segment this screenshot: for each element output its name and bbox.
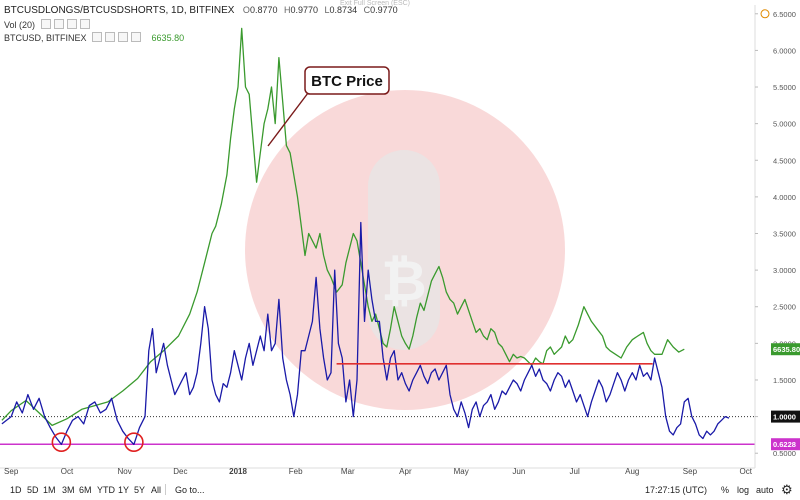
settings-icon[interactable] <box>105 32 116 42</box>
y-tick-label: 5.5000 <box>773 83 796 92</box>
auto-toggle[interactable]: auto <box>756 485 774 495</box>
bitcoin-watermark-icon: ₿ <box>245 90 565 410</box>
more-icon[interactable] <box>131 32 142 42</box>
watermark-bullet <box>368 150 440 350</box>
x-tick-label: 2018 <box>229 467 247 476</box>
range-button-1d[interactable]: 1D <box>10 485 22 495</box>
y-tick-label: 6.0000 <box>773 46 796 55</box>
y-tick-label: 3.0000 <box>773 266 796 275</box>
longs-shorts-ratio-line <box>1 221 730 446</box>
right-price-axis[interactable]: 6.5000 6.0000 5.5000 5.0000 4.5000 4.0000 3.50… <box>754 5 796 468</box>
bottom-toolbar: 1D 5D 1M 3M 6M YTD 1Y 5Y All Go to... 17:27:15 (… <box>0 480 800 500</box>
ohlc-high: 0.9770 <box>290 5 319 15</box>
range-button-3m[interactable]: 3M <box>62 485 75 495</box>
range-button-5d[interactable]: 5D <box>27 485 39 495</box>
y-tick-label: 5.0000 <box>773 120 796 129</box>
range-button-1y[interactable]: 1Y <box>118 485 130 495</box>
close-icon[interactable] <box>66 19 77 29</box>
percent-toggle[interactable]: % <box>721 485 730 495</box>
btc-price-line <box>1 27 685 427</box>
axis-badges: 6635.80 1.0000 0.6228 <box>771 343 800 451</box>
volume-label: Vol (20) <box>4 20 36 30</box>
y-tick-label: 4.5000 <box>773 156 796 165</box>
y-tick-label: 2.5000 <box>773 303 796 312</box>
x-tick-label: Aug <box>625 467 639 476</box>
symbol-legend: BTCUSDLONGS/BTCUSDSHORTS, 1D, BITFINEX O… <box>4 5 398 16</box>
currency-icon <box>760 9 770 19</box>
log-toggle[interactable]: log <box>737 485 750 495</box>
x-axis: Sep Oct Nov Dec 2018 Feb Mar Apr May Jun Jul Aug Sep… <box>0 467 755 476</box>
x-tick-label: Feb <box>289 467 303 476</box>
series-layer <box>1 27 730 446</box>
price-badge-label: 1.0000 <box>773 413 796 422</box>
reference-lines <box>0 416 755 445</box>
range-button-1m[interactable]: 1M <box>43 485 56 495</box>
x-tick-label: Jun <box>512 467 525 476</box>
y-tick-label: 4.0000 <box>773 193 796 202</box>
x-tick-label: Dec <box>173 467 187 476</box>
y-tick-label: 1.5000 <box>773 376 796 385</box>
annotations: BTC Price <box>51 66 653 453</box>
exit-fullscreen-label[interactable]: Exit Full Screen (ESC) <box>340 0 411 7</box>
x-tick-label: Sep <box>683 467 698 476</box>
eye-icon[interactable] <box>92 32 103 42</box>
toolbar-divider <box>165 484 166 495</box>
more-icon[interactable] <box>79 19 90 29</box>
y-tick-label: 3.5000 <box>773 230 796 239</box>
callout-label: BTC Price <box>311 73 383 90</box>
range-button-6m[interactable]: 6M <box>79 485 92 495</box>
ohlc-open: 0.8770 <box>249 5 278 15</box>
x-tick-label: May <box>454 467 469 476</box>
price-badge-label: 6635.80 <box>773 345 800 354</box>
gear-icon[interactable]: ⚙ <box>781 482 793 497</box>
clock-label: 17:27:15 (UTC) <box>645 485 708 495</box>
price-badge-label: 0.6228 <box>773 440 796 449</box>
y-tick-label: 6.5000 <box>773 10 796 19</box>
x-tick-label: Apr <box>399 467 412 476</box>
ohlc-low: 0.8734 <box>329 5 358 15</box>
ohlc-close: 0.9770 <box>370 5 398 15</box>
x-tick-label: Nov <box>117 467 131 476</box>
symbol-title: BTCUSDLONGS/BTCUSDSHORTS, 1D, BITFINEX <box>4 5 235 16</box>
overlay-label: BTCUSD, BITFINEX <box>4 33 87 43</box>
eye-icon[interactable] <box>40 19 51 29</box>
callout-box <box>304 66 390 95</box>
overlay-value: 6635.80 <box>151 33 185 43</box>
x-tick-label: Oct <box>61 467 74 476</box>
highlight-circle <box>124 432 144 453</box>
volume-legend: Vol (20) <box>4 19 90 30</box>
overlay-legend: BTCUSD, BITFINEX 6635.80 <box>4 32 184 43</box>
callout-pointer <box>267 92 309 147</box>
highlight-circle <box>51 432 72 453</box>
price-badge <box>771 343 800 356</box>
y-tick-label: 0.5000 <box>773 449 796 458</box>
price-badge <box>771 438 800 451</box>
x-tick-label: Mar <box>341 467 355 476</box>
range-button-5y[interactable]: 5Y <box>134 485 146 495</box>
x-tick-label: Sep <box>4 467 19 476</box>
goto-button[interactable]: Go to... <box>175 485 205 495</box>
range-button-all[interactable]: All <box>151 485 162 495</box>
range-button-ytd[interactable]: YTD <box>97 485 115 495</box>
x-tick-label: Jul <box>570 467 580 476</box>
bitcoin-symbol: ₿ <box>381 249 427 314</box>
settings-icon[interactable] <box>53 19 64 29</box>
x-tick-label: Oct <box>739 467 752 476</box>
price-badge <box>771 410 800 423</box>
close-icon[interactable] <box>118 32 129 42</box>
